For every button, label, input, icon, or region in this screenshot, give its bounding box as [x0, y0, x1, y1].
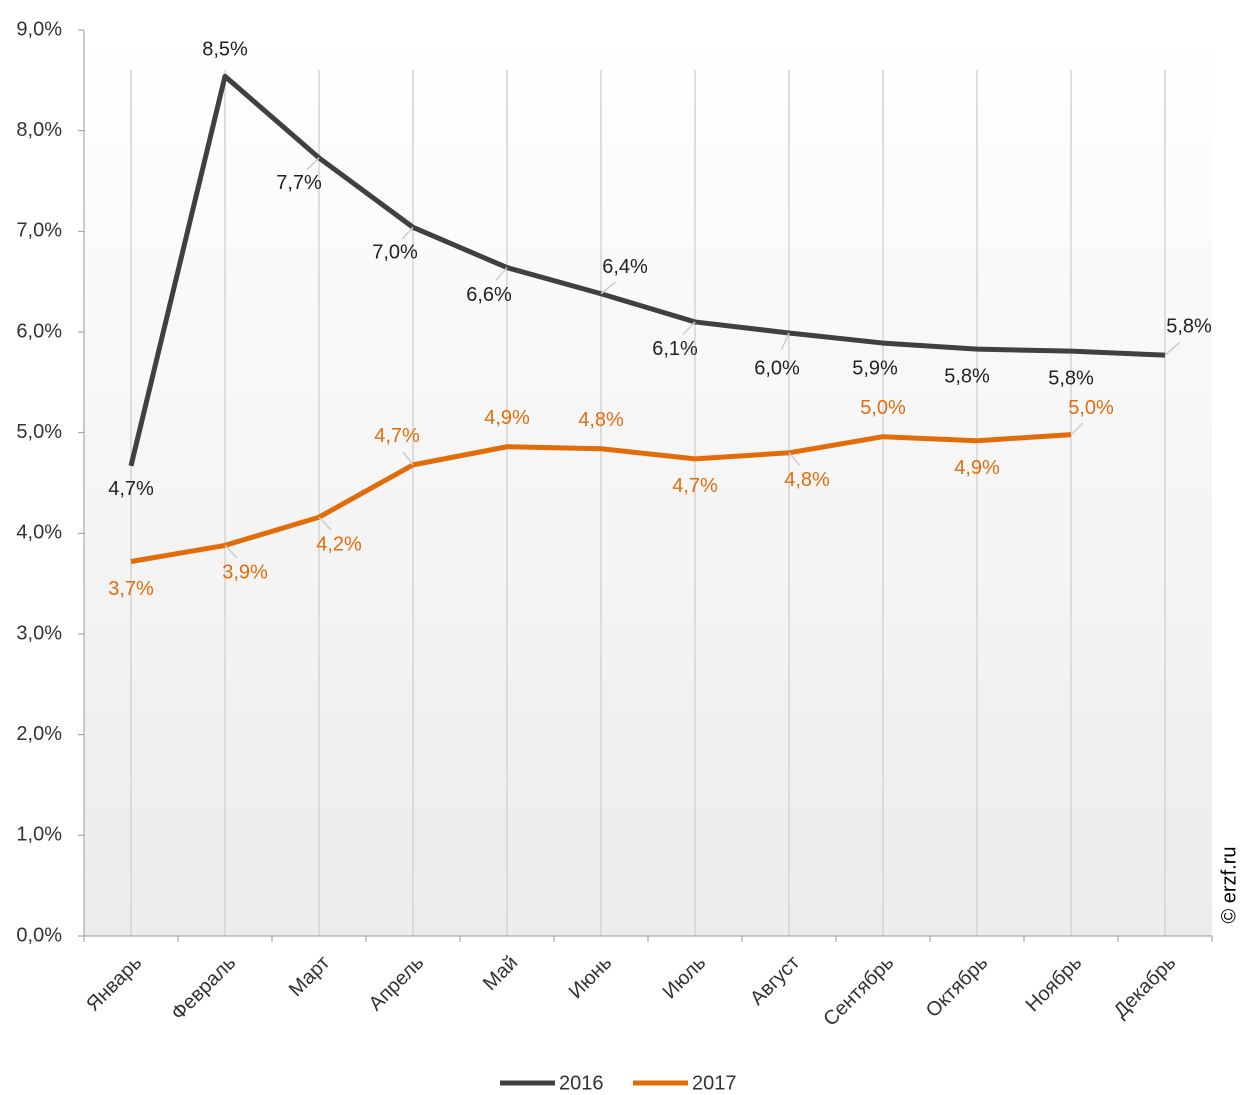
x-tick-label: Февраль [167, 952, 240, 1025]
y-tick-label: 4,0% [16, 522, 62, 544]
x-tick-label: Май [479, 952, 522, 995]
leader-line [1070, 422, 1084, 436]
y-tick-label: 5,0% [16, 421, 62, 443]
y-tick-label: 0,0% [16, 924, 62, 946]
data-label: 7,0% [372, 242, 418, 264]
y-tick-label: 3,0% [16, 622, 62, 644]
leader-line [401, 226, 414, 240]
leader-line [682, 321, 696, 336]
data-label: 7,7% [276, 172, 322, 194]
y-tick-label: 1,0% [16, 824, 62, 846]
data-label: 4,7% [672, 475, 718, 497]
data-label: 5,9% [852, 357, 898, 379]
data-label: 4,9% [484, 407, 530, 429]
series-line [130, 432, 1072, 564]
x-tick-label: Январь [82, 952, 146, 1016]
series-line [128, 73, 1166, 467]
x-tick-label: Ноябрь [1022, 952, 1087, 1017]
y-tick-label: 9,0% [16, 18, 62, 40]
data-label: 5,8% [944, 365, 990, 387]
data-label: 4,9% [954, 457, 1000, 479]
data-label: 4,8% [578, 409, 624, 431]
copyright: © erzf.ru [1218, 847, 1240, 924]
x-tick-label: Август [746, 952, 804, 1010]
data-label: 8,5% [202, 39, 248, 61]
leader-line [1164, 341, 1180, 356]
data-label: 4,7% [108, 478, 154, 500]
y-tick-label: 2,0% [16, 723, 62, 745]
leader-line [224, 544, 238, 559]
x-tick-label: Декабрь [1110, 952, 1181, 1023]
data-label: 5,8% [1166, 315, 1212, 337]
y-tick-label: 7,0% [16, 220, 62, 242]
leader-line [306, 157, 320, 171]
leader-line [781, 332, 790, 350]
plot-area [84, 30, 1212, 936]
y-tick-label: 6,0% [16, 320, 62, 342]
data-label: 6,4% [602, 256, 648, 278]
x-tick-label: Март [285, 952, 334, 1001]
x-tick-label: Сентябрь [819, 952, 898, 1031]
data-label: 4,2% [316, 534, 362, 556]
data-label: 5,0% [1068, 397, 1114, 419]
leader-line [788, 452, 801, 466]
x-tick-label: Июнь [565, 952, 617, 1004]
data-label: 4,8% [784, 469, 830, 491]
leader-line [495, 267, 508, 281]
x-tick-label: Июль [659, 952, 711, 1004]
data-label: 6,6% [466, 284, 512, 306]
data-label: 4,7% [374, 425, 420, 447]
x-tick-label: Апрель [365, 952, 429, 1016]
data-label: 5,8% [1048, 367, 1094, 389]
data-label: 6,1% [652, 338, 698, 360]
leader-line [600, 281, 616, 295]
leader-line [402, 451, 414, 466]
legend-label: 2017 [692, 1072, 737, 1094]
legend-label: 2016 [559, 1072, 604, 1094]
data-label: 3,9% [222, 562, 268, 584]
data-label: 3,7% [108, 578, 154, 600]
y-tick-label: 8,0% [16, 119, 62, 141]
data-label: 6,0% [754, 357, 800, 379]
leader-line [318, 516, 332, 531]
data-label: 5,0% [860, 397, 906, 419]
x-tick-label: Октябрь [922, 952, 992, 1022]
